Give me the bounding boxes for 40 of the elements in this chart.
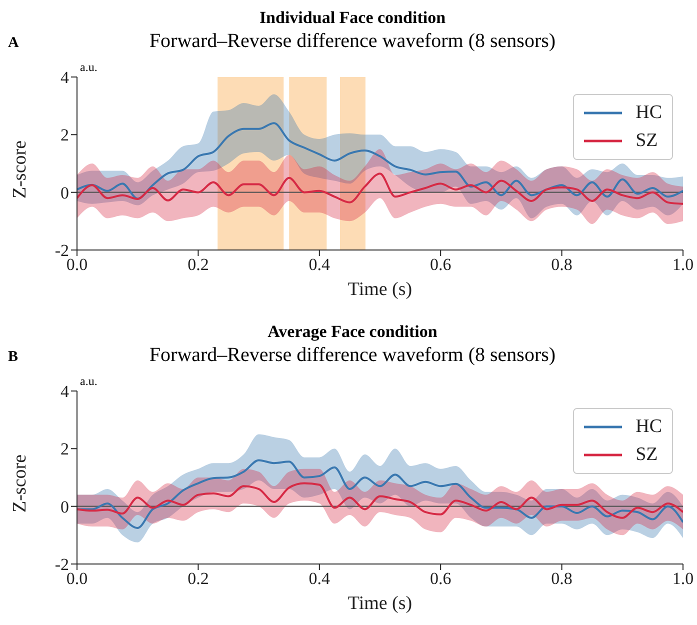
chart-subtitle: Forward–Reverse difference waveform (8 sensors) xyxy=(149,344,556,366)
y-tick-label: 4 xyxy=(60,68,70,88)
y-tick-label: -2 xyxy=(54,555,69,574)
x-tick-label: 1.0 xyxy=(672,569,694,588)
x-tick-label: 1.0 xyxy=(672,255,694,274)
y-tick-label: 2 xyxy=(60,126,69,145)
line-series xyxy=(77,459,683,529)
legend-label: HC xyxy=(636,415,662,439)
x-tick-label: 0.4 xyxy=(308,255,331,274)
text: A xyxy=(8,35,19,52)
y-axis-title: Z-score xyxy=(10,454,31,512)
text: a.u. xyxy=(80,374,98,389)
line-series xyxy=(77,172,683,205)
x-axis-title: Time (s) xyxy=(348,593,412,614)
x-tick-label: 0.6 xyxy=(430,569,452,588)
line-series xyxy=(77,482,683,519)
x-tick-label: 0.4 xyxy=(308,569,331,588)
chart-title: Individual Face condition xyxy=(258,8,447,28)
y-axis-title: Z-score xyxy=(10,140,31,198)
x-tick-label: 0.2 xyxy=(188,255,209,274)
text: a.u. xyxy=(80,60,98,75)
x-tick-label: 0.0 xyxy=(66,255,88,274)
chart-subtitle: Forward–Reverse difference waveform (8 sensors) xyxy=(149,30,556,52)
x-tick-label: 0.6 xyxy=(430,255,452,274)
x-axis-title: Time (s) xyxy=(348,279,412,300)
legend-label: HC xyxy=(636,101,662,125)
text: B xyxy=(8,349,18,366)
x-tick-label: 0.8 xyxy=(551,255,572,274)
x-tick-label: 0.8 xyxy=(551,569,572,588)
y-tick-label: -2 xyxy=(54,241,69,260)
y-tick-label: 2 xyxy=(60,440,69,459)
y-tick-label: 0 xyxy=(60,497,69,516)
x-tick-label: 0.0 xyxy=(66,569,88,588)
line-series xyxy=(77,122,683,200)
y-tick-label: 4 xyxy=(60,382,70,402)
legend-label: SZ xyxy=(636,443,658,467)
legend-label: SZ xyxy=(636,129,658,153)
chart-title: Average Face condition xyxy=(266,322,438,342)
x-tick-label: 0.2 xyxy=(188,569,209,588)
y-tick-label: 0 xyxy=(60,183,69,202)
